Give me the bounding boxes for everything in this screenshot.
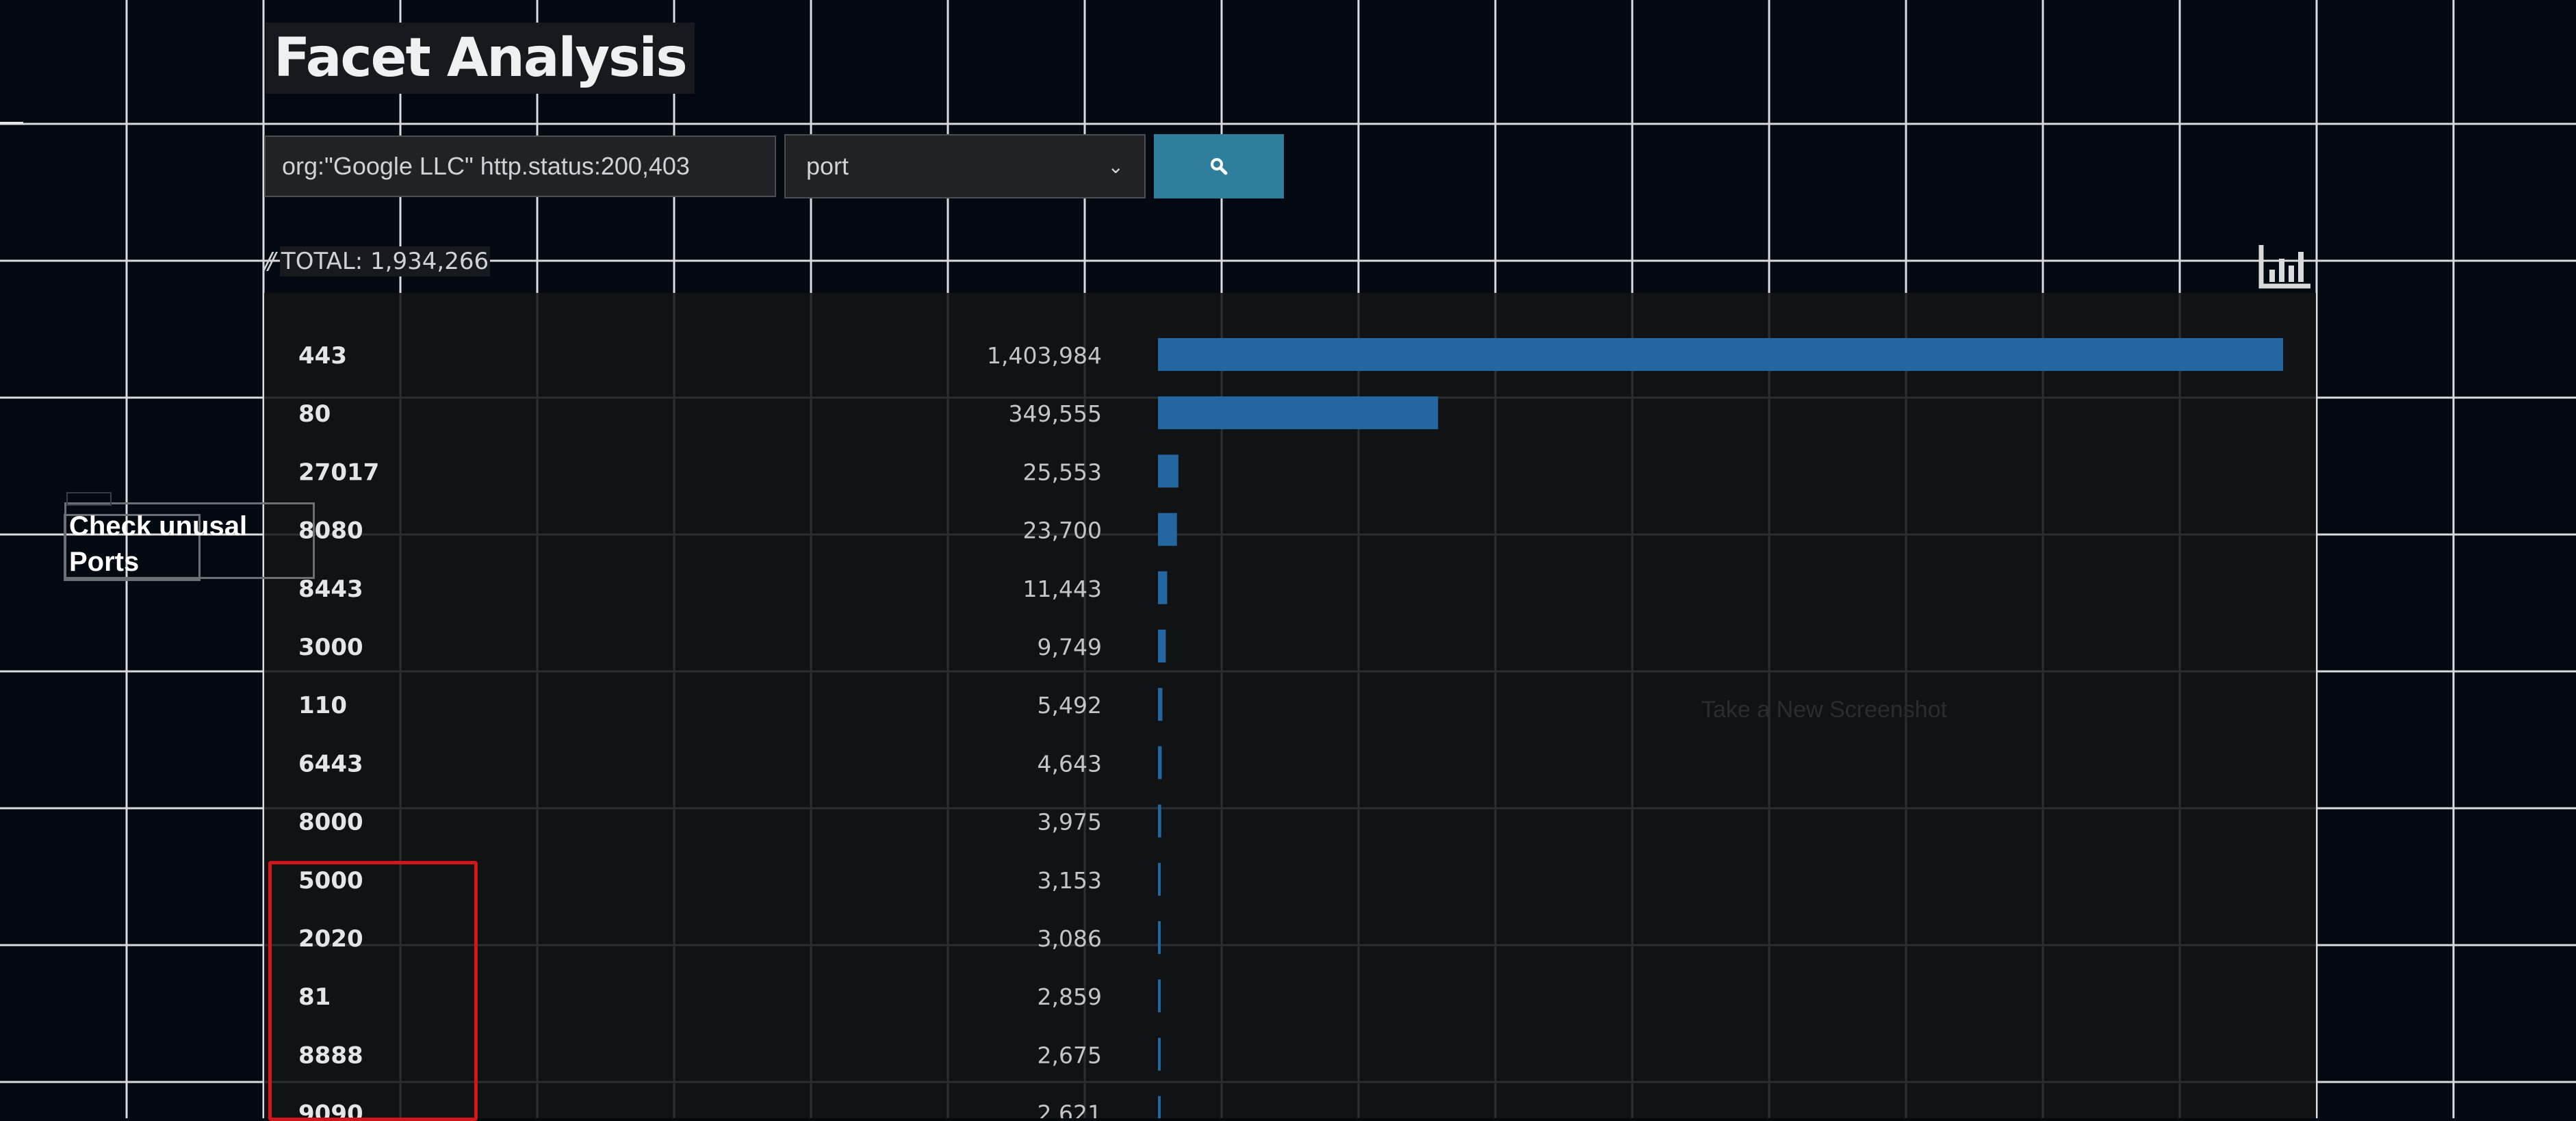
count-label: 2,859 xyxy=(1038,983,1102,1010)
total-count: // TOTAL: 1,934,266 xyxy=(264,246,491,276)
bar[interactable] xyxy=(1158,979,1161,1013)
annotation-corner-box xyxy=(66,492,112,506)
port-label: 6443 xyxy=(298,750,363,777)
port-label: 81 xyxy=(298,983,331,1011)
port-label: 8000 xyxy=(298,809,363,836)
bar[interactable] xyxy=(1158,571,1168,604)
annotation-inner-box xyxy=(64,514,201,581)
bar[interactable] xyxy=(1158,454,1178,488)
bar[interactable] xyxy=(1158,630,1166,662)
port-label: 27017 xyxy=(298,459,379,486)
annotation-line-1: Check unusal xyxy=(69,511,248,541)
count-label: 2,621 xyxy=(1038,1100,1102,1118)
port-label: 8080 xyxy=(298,517,363,545)
bar[interactable] xyxy=(1158,804,1161,838)
count-label: 25,553 xyxy=(1023,459,1102,485)
search-query-input[interactable] xyxy=(264,136,776,197)
bar[interactable] xyxy=(1158,396,1439,430)
port-label: 9090 xyxy=(298,1100,363,1118)
facet-bar-chart: 443 1,403,984 80 349,555 27017 25,553 8080 23,7… xyxy=(264,293,2316,1118)
search-icon xyxy=(1211,158,1228,175)
port-label: 3000 xyxy=(298,634,363,661)
count-label: 3,153 xyxy=(1038,867,1102,894)
total-label: TOTAL: 1,934,266 xyxy=(279,246,491,276)
bar[interactable] xyxy=(1158,338,2283,371)
bar[interactable] xyxy=(1158,1038,1161,1071)
count-label: 3,975 xyxy=(1038,809,1102,836)
count-label: 1,403,984 xyxy=(987,342,1102,369)
count-label: 3,086 xyxy=(1038,925,1102,952)
count-label: 23,700 xyxy=(1023,517,1102,544)
bar[interactable] xyxy=(1158,688,1163,721)
count-label: 9,749 xyxy=(1038,634,1102,660)
count-label: 5,492 xyxy=(1038,692,1102,719)
port-label: 2020 xyxy=(298,925,363,953)
unusual-ports-highlight xyxy=(268,861,478,1121)
port-label: 80 xyxy=(298,400,331,428)
annotation-line-2: Ports xyxy=(69,547,140,577)
bar[interactable] xyxy=(1158,862,1161,896)
bar-chart-icon[interactable] xyxy=(2258,242,2312,290)
port-label: 5000 xyxy=(298,867,363,894)
bar[interactable] xyxy=(1158,1096,1161,1118)
port-label: 8888 xyxy=(298,1042,363,1069)
divider xyxy=(0,122,23,124)
count-label: 11,443 xyxy=(1023,576,1102,602)
bar[interactable] xyxy=(1158,921,1161,954)
chevron-down-icon: ⌄ xyxy=(1107,155,1124,177)
bar[interactable] xyxy=(1158,513,1177,546)
annotation-callout: Check unusal Ports xyxy=(64,492,315,581)
port-label: 110 xyxy=(298,692,347,719)
watermark-text: Take a New Screenshot xyxy=(1701,697,1948,723)
bar[interactable] xyxy=(1158,746,1162,779)
port-label: 8443 xyxy=(298,576,363,603)
facet-chart: 443 1,403,984 80 349,555 27017 25,553 8080 23,7… xyxy=(264,293,2316,1118)
count-label: 349,555 xyxy=(1009,400,1102,427)
facet-select-value: port xyxy=(806,152,849,180)
slash-marker: // xyxy=(264,248,276,275)
port-label: 443 xyxy=(298,342,347,370)
facet-select[interactable]: port ⌄ xyxy=(784,134,1146,198)
page-title: Facet Analysis xyxy=(266,23,695,94)
count-label: 2,675 xyxy=(1038,1042,1102,1068)
count-label: 4,643 xyxy=(1038,750,1102,777)
search-button[interactable] xyxy=(1154,134,1284,198)
